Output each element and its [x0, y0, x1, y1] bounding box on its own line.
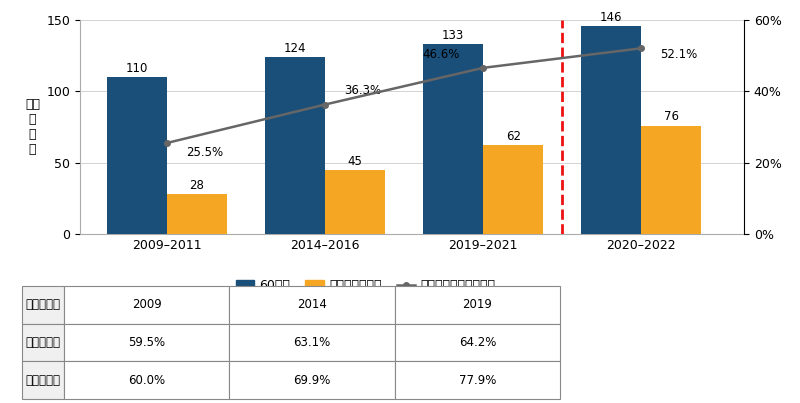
Bar — [265, 57, 325, 234]
Text: 146: 146 — [600, 11, 622, 24]
Text: 45: 45 — [348, 154, 362, 168]
Text: 46.6%: 46.6% — [422, 48, 459, 61]
Text: 52.1%: 52.1% — [660, 48, 698, 61]
Text: 133: 133 — [442, 29, 464, 42]
Bar — [642, 125, 702, 234]
Text: 62: 62 — [506, 130, 521, 143]
Bar — [483, 145, 543, 234]
Text: 28: 28 — [190, 179, 205, 192]
Bar — [423, 44, 483, 234]
Bar — [167, 194, 227, 234]
Y-axis label: 承認
品
目
数: 承認 品 目 数 — [25, 98, 40, 156]
Text: 76: 76 — [664, 110, 678, 123]
Text: 110: 110 — [126, 62, 148, 75]
Bar — [581, 26, 642, 234]
Text: 124: 124 — [284, 42, 306, 55]
Bar — [325, 170, 385, 234]
Legend: 60疾患, 悪性腫瘤性疾患, 悪性腫瘤性疾患の割合: 60疾患, 悪性腫瘤性疾患, 悪性腫瘤性疾患の割合 — [230, 274, 500, 297]
Bar — [107, 77, 167, 234]
Text: 25.5%: 25.5% — [186, 146, 223, 159]
Text: 36.3%: 36.3% — [344, 84, 381, 98]
